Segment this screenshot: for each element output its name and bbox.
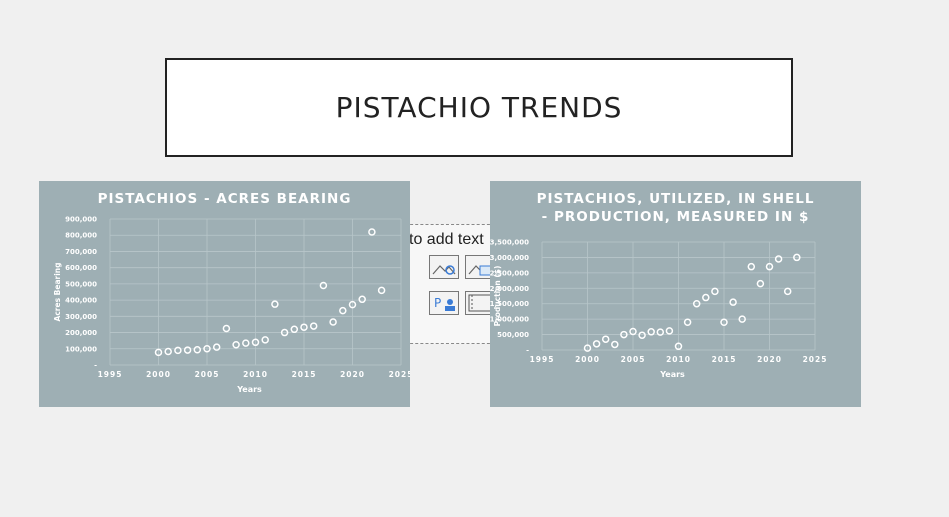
data-point (309, 322, 318, 330)
y-tick-label: - (94, 362, 97, 370)
slide-title: PISTACHIO TRENDS (335, 91, 623, 124)
data-point (319, 281, 328, 290)
y-tick-label: 400,000 (65, 297, 97, 305)
data-point (242, 339, 250, 347)
data-point (656, 328, 665, 336)
y-tick-label: 2,500,000 (490, 269, 529, 277)
y-tick-label: 3,500,000 (490, 239, 529, 247)
data-point (358, 295, 366, 304)
chart-title: PISTACHIOS - ACRES BEARING (98, 191, 352, 207)
data-point (174, 346, 182, 355)
data-point (222, 324, 231, 333)
data-point (774, 255, 783, 263)
data-point (280, 328, 289, 337)
production-value-chart[interactable]: PISTACHIOS, UTILIZED, IN SHELL - PRODUCTI… (490, 181, 861, 407)
svg-text:P: P (434, 296, 441, 310)
x-tick-label: 1995 (530, 355, 555, 364)
x-tick-label: 2015 (712, 355, 737, 364)
data-point (683, 318, 692, 326)
y-tick-label: 2,000,000 (490, 285, 529, 293)
data-point (377, 286, 386, 295)
x-tick-label: 2005 (621, 355, 646, 364)
data-point (629, 327, 637, 336)
data-point (290, 325, 299, 334)
data-point (368, 228, 376, 236)
y-axis-label: Production ($) (493, 266, 502, 327)
chart-title: - PRODUCTION, MEASURED IN $ (542, 209, 810, 225)
y-tick-label: 100,000 (65, 345, 97, 353)
data-point (601, 335, 610, 343)
x-tick-label: 2010 (666, 355, 691, 364)
data-point (747, 262, 756, 271)
chart-svg: PISTACHIOS - ACRES BEARING - 100,000 200,00… (53, 191, 410, 394)
data-point (212, 343, 221, 351)
data-point (702, 293, 710, 302)
data-point (164, 347, 172, 356)
data-point (348, 300, 357, 309)
slide-title-box[interactable]: PISTACHIO TRENDS (165, 58, 793, 157)
data-point (756, 279, 765, 288)
data-point (154, 348, 163, 357)
x-axis-label: Years (236, 385, 262, 394)
y-tick-label: 1,000,000 (490, 316, 529, 324)
x-tick-label: 2020 (340, 370, 365, 379)
data-point (271, 300, 279, 308)
content-placeholder[interactable]: to add text P (405, 224, 495, 344)
acres-bearing-chart[interactable]: PISTACHIOS - ACRES BEARING - 100,000 200,00… (39, 181, 410, 407)
data-point (339, 306, 347, 315)
y-tick-label: 600,000 (65, 264, 97, 272)
data-point (647, 328, 655, 336)
data-point (674, 342, 683, 351)
data-point (611, 340, 619, 349)
y-tick-label: 300,000 (65, 313, 97, 321)
x-tick-label: 2005 (195, 370, 220, 379)
chart-title: PISTACHIOS, UTILIZED, IN SHELL (537, 191, 815, 207)
chart-svg: PISTACHIOS, UTILIZED, IN SHELL - PRODUCTI… (490, 191, 828, 379)
data-point (783, 287, 792, 296)
data-point (692, 299, 701, 308)
x-tick-label: 2000 (575, 355, 600, 364)
y-tick-label: 200,000 (65, 329, 97, 337)
data-point (300, 323, 308, 331)
y-tick-label: 500,000 (497, 331, 529, 339)
data-point (592, 340, 601, 348)
data-point (193, 346, 202, 354)
placeholder-text: to add text (409, 231, 484, 248)
y-tick-label: 700,000 (65, 248, 97, 256)
x-axis-label: Years (659, 370, 685, 379)
data-point (583, 344, 592, 352)
data-point (261, 336, 269, 344)
data-point (738, 315, 746, 323)
data-point (329, 318, 337, 326)
data-point (765, 262, 774, 271)
y-axis-label: Acres Bearing (53, 263, 62, 322)
data-point (232, 340, 240, 349)
y-tick-label: 1,500,000 (490, 300, 529, 308)
picture-search-icon[interactable] (429, 255, 459, 279)
x-tick-label: 2015 (292, 370, 317, 379)
y-tick-label: - (526, 347, 529, 355)
y-tick-label: 500,000 (65, 280, 97, 288)
x-tick-label: 2025 (389, 370, 410, 379)
y-tick-label: 800,000 (65, 232, 97, 240)
data-point (203, 345, 211, 353)
data-point (638, 331, 646, 339)
x-tick-label: 1995 (98, 370, 123, 379)
data-point (251, 338, 260, 347)
x-tick-label: 2000 (146, 370, 171, 379)
data-point (729, 298, 737, 306)
icon-insert-icon[interactable]: P (429, 291, 459, 315)
data-point (665, 327, 674, 335)
data-point (793, 253, 801, 262)
data-point (720, 318, 728, 326)
y-tick-label: 3,000,000 (490, 254, 529, 262)
data-point (183, 346, 192, 354)
data-point (711, 287, 719, 296)
x-tick-label: 2010 (243, 370, 268, 379)
x-tick-label: 2020 (757, 355, 782, 364)
data-point (620, 330, 628, 339)
x-tick-label: 2025 (803, 355, 828, 364)
y-tick-label: 900,000 (65, 216, 97, 224)
